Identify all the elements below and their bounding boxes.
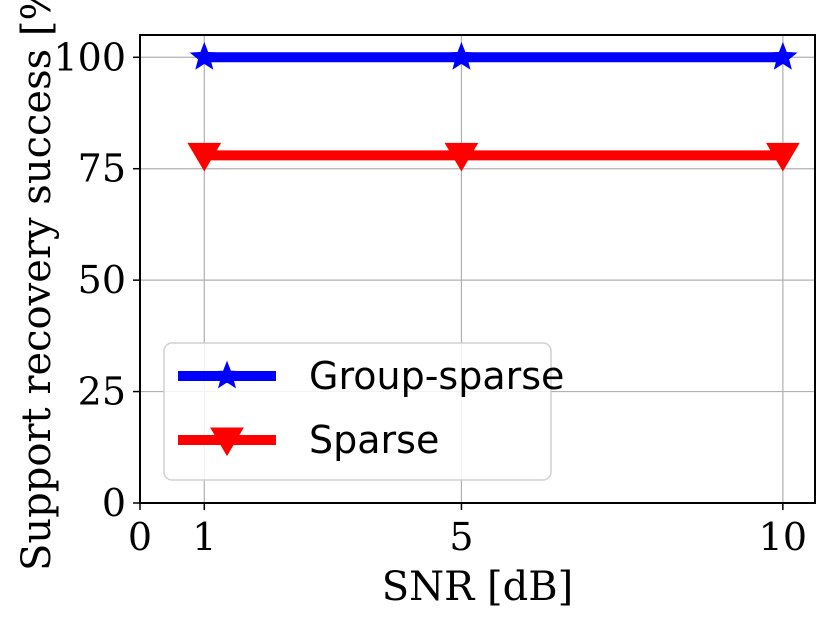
legend-label: Group-sparse: [309, 354, 564, 398]
series-sparse: [187, 142, 800, 172]
series-group-sparse: [189, 41, 798, 70]
legend-marker: [212, 360, 242, 389]
y-tick-label: 100: [53, 35, 126, 79]
x-tick-label: 0: [128, 515, 152, 559]
legend-marker: [210, 427, 244, 457]
y-axis-label: Support recovery success [%]: [14, 0, 60, 571]
x-axis-label: SNR [dB]: [382, 564, 573, 610]
y-tick-label: 0: [102, 481, 126, 525]
legend-label: Sparse: [309, 418, 439, 462]
data-point: [444, 142, 479, 172]
x-tick-label: 1: [192, 515, 216, 559]
data-point: [189, 41, 219, 70]
data-point: [768, 41, 798, 70]
plot-frame: [139, 34, 816, 504]
data-point: [187, 142, 222, 172]
x-tick-label: 10: [759, 515, 807, 559]
x-tick-label: 5: [449, 515, 473, 559]
y-tick-label: 50: [78, 258, 126, 302]
data-point: [446, 41, 477, 70]
data-point: [765, 142, 800, 172]
y-tick-label: 25: [78, 370, 126, 414]
y-tick-label: 75: [78, 147, 126, 191]
series-layer: [187, 41, 800, 172]
legend: Group-sparse Sparse: [163, 342, 564, 481]
